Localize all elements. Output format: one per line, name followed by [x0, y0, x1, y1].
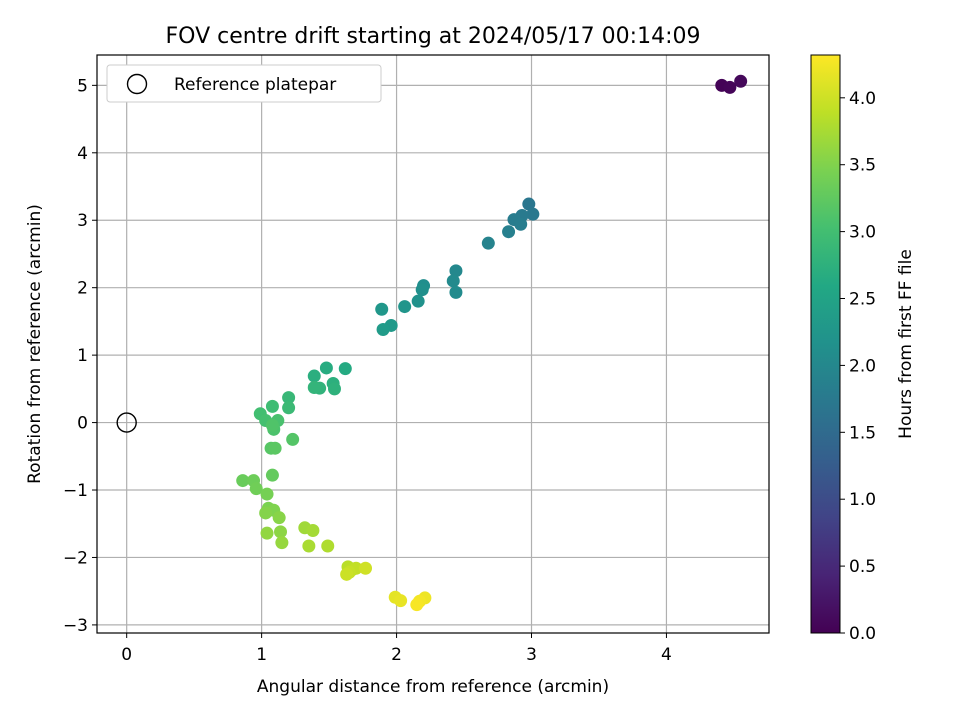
y-tick-label: 5	[77, 76, 88, 96]
scatter-point	[526, 207, 540, 221]
colorbar-tick-label: 1.5	[849, 423, 876, 443]
y-axis-ticks: −3 −2 −1 0 1 2 3 4 5	[63, 76, 97, 636]
data-points	[116, 74, 748, 612]
y-axis-label: Rotation from reference (arcmin)	[25, 204, 45, 484]
scatter-point	[446, 274, 460, 288]
scatter-point	[449, 264, 463, 278]
scatter-point	[340, 567, 354, 581]
scatter-point	[282, 401, 296, 415]
y-tick-label: 2	[77, 279, 88, 299]
scatter-point	[481, 236, 495, 250]
colorbar-label: Hours from first FF file	[896, 249, 916, 439]
y-tick-label: −3	[63, 616, 88, 636]
scatter-point	[307, 381, 321, 395]
colorbar-gradient	[810, 54, 841, 634]
colorbar-tick-label: 1.0	[849, 490, 876, 510]
scatter-point	[260, 487, 274, 501]
scatter-point	[268, 441, 282, 455]
x-tick-label: 2	[391, 645, 402, 665]
scatter-point	[398, 300, 412, 314]
y-tick-label: 4	[77, 144, 88, 164]
legend: Reference platepar	[106, 64, 382, 103]
scatter-point	[272, 511, 286, 525]
scatter-point	[411, 294, 425, 308]
colorbar-tick-label: 3.5	[849, 156, 876, 176]
scatter-point	[502, 225, 516, 239]
scatter-point	[282, 391, 296, 405]
scatter-point	[449, 285, 463, 299]
scatter-point	[338, 362, 352, 376]
scatter-point	[723, 80, 737, 94]
colorbar-tick-label: 0.0	[849, 624, 876, 644]
y-tick-label: 3	[77, 211, 88, 231]
plot-frame	[96, 54, 770, 634]
colorbar-tick-label: 0.5	[849, 557, 876, 577]
colorbar-tick-label: 4.0	[849, 89, 876, 109]
colorbar-tick-label: 3.0	[849, 223, 876, 243]
scatter-point	[522, 197, 536, 211]
scatter-point	[375, 302, 389, 316]
scatter-point	[410, 598, 424, 612]
legend-entry-label: Reference platepar	[174, 75, 336, 95]
scatter-point	[249, 482, 263, 496]
x-tick-label: 0	[121, 645, 132, 665]
scatter-point	[302, 539, 316, 553]
scatter-point	[734, 74, 748, 88]
chart-title: FOV centre drift starting at 2024/05/17 …	[166, 24, 701, 49]
y-tick-label: 1	[77, 346, 88, 366]
x-axis-label: Angular distance from reference (arcmin)	[257, 677, 609, 697]
scatter-point	[265, 418, 279, 432]
scatter-point	[275, 536, 289, 550]
x-tick-label: 3	[526, 645, 537, 665]
colorbar-ticks: 0.0 0.5 1.0 1.5 2.0 2.5 3.0 3.5 4.0	[840, 89, 876, 644]
y-tick-label: 0	[77, 414, 88, 434]
scatter-point	[376, 322, 390, 336]
colorbar: 0.0 0.5 1.0 1.5 2.0 2.5 3.0 3.5 4.0 Hours from f…	[810, 54, 916, 644]
x-tick-label: 4	[661, 645, 672, 665]
scatter-point	[327, 382, 341, 396]
legend-box	[106, 64, 382, 103]
x-axis-ticks: 0 1 2 3 4	[121, 633, 672, 665]
scatter-point	[259, 506, 273, 520]
x-tick-label: 1	[256, 645, 267, 665]
scatter-point	[265, 399, 279, 413]
scatter-point	[306, 523, 320, 537]
scatter-point	[321, 539, 335, 553]
scatter-point	[514, 217, 528, 231]
colorbar-tick-label: 2.5	[849, 290, 876, 310]
reference-platepar-marker	[116, 412, 137, 433]
y-tick-label: −1	[63, 481, 88, 501]
legend-marker-reference	[126, 73, 148, 95]
scatter-point	[286, 432, 300, 446]
scatter-point	[236, 474, 250, 488]
scatter-point	[260, 526, 274, 540]
scatter-point	[359, 561, 373, 575]
grid	[97, 55, 769, 633]
scatter-point	[307, 369, 321, 383]
scatter-point	[319, 361, 333, 375]
scatter-point	[265, 468, 279, 482]
scatter-point	[274, 525, 288, 539]
y-tick-label: −2	[63, 548, 88, 568]
colorbar-tick-label: 2.0	[849, 356, 876, 376]
scatter-point	[415, 283, 429, 297]
scatter-point	[394, 594, 408, 608]
